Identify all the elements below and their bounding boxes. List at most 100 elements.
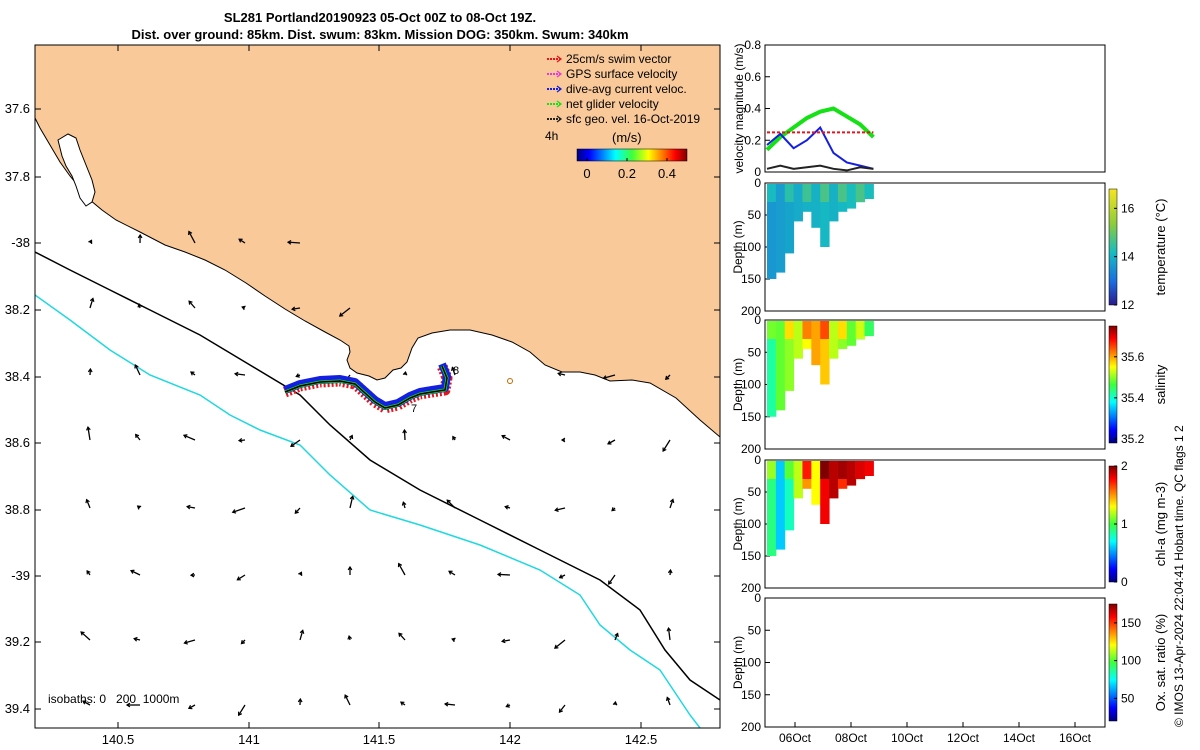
- legend-entry-label: dive-avg current veloc.: [566, 82, 687, 96]
- map-x-tick-label: 140.5: [102, 732, 135, 747]
- section-surface-layer: [802, 461, 812, 479]
- current-arrow: [448, 570, 456, 576]
- speed-colorbar-tick-label: 0.4: [658, 166, 676, 181]
- current-arrow: [136, 505, 142, 510]
- section-x-tick-label: 06Oct: [779, 731, 812, 745]
- current-arrow: [667, 568, 673, 576]
- section-colorbar-tick-label: 16: [1121, 201, 1135, 215]
- section-colorbar-tick-label: 35.2: [1121, 432, 1145, 446]
- section-colorbar-tick-label: 14: [1121, 250, 1135, 264]
- current-arrow: [602, 374, 616, 380]
- current-arrow: [290, 306, 301, 312]
- section-y-tick-label: 100: [741, 656, 761, 670]
- current-arrow: [666, 626, 672, 641]
- current-arrow: [86, 426, 91, 441]
- glider-path: [284, 365, 448, 409]
- section-colorbar-tick-label: 100: [1121, 654, 1141, 668]
- current-arrow: [298, 571, 303, 576]
- map-y-tick-label: 38.6: [5, 435, 30, 450]
- speed-colorbar: [576, 148, 688, 162]
- section-y-tick-label: 50: [748, 208, 762, 222]
- section-colorbar-tick-label: 50: [1121, 691, 1135, 705]
- current-arrow: [669, 498, 675, 509]
- current-arrow: [186, 504, 196, 510]
- legend-arrowhead: [556, 55, 563, 63]
- section-data-column: [775, 321, 786, 411]
- section-y-tick-label: 0: [754, 453, 761, 467]
- velocity-panel-frame: [764, 44, 1106, 173]
- section-data-column: [793, 184, 803, 222]
- map-y-tick-label: 39.2: [5, 634, 30, 649]
- map-y-tick-label: 38.8: [5, 502, 30, 517]
- legend-entry-label: net glider velocity: [566, 97, 659, 111]
- legend-entry-label: GPS surface velocity: [566, 67, 677, 81]
- current-arrow: [241, 305, 246, 311]
- map-y-tick-label: 37.6: [5, 101, 30, 116]
- salinity-panel: 0 50 100 150 200 Depth (m) 35.2 35.4 35.6 salinit…: [731, 313, 1168, 456]
- section-colorbar-label: chl-a (mg m-3): [1153, 482, 1168, 567]
- section-data-column: [784, 461, 795, 531]
- current-arrow: [80, 631, 91, 641]
- section-data-column: [811, 184, 821, 228]
- speed-colorbar-label: (m/s): [612, 130, 642, 145]
- map-x-tick-label: 142.5: [625, 732, 658, 747]
- section-data-column: [784, 184, 795, 254]
- velocity-y-tick-label: 0.2: [744, 133, 761, 147]
- isobath-note: isobaths: 0 200 1000m: [48, 692, 179, 706]
- current-arrow: [240, 639, 246, 645]
- section-surface-layer: [784, 184, 795, 202]
- section-colorbar: [1108, 603, 1118, 722]
- current-arrow: [188, 300, 196, 309]
- map-y-tick-label: -39: [11, 568, 30, 583]
- section-colorbar-tick-label: 2: [1121, 459, 1128, 473]
- velocity-series-line: [765, 106, 875, 152]
- current-arrow: [236, 574, 246, 581]
- section-y-tick-label: 150: [741, 688, 761, 702]
- current-arrow: [614, 632, 619, 641]
- legend-entry-label: 25cm/s swim vector: [566, 52, 671, 66]
- current-arrow: [125, 702, 140, 708]
- section-data-column: [784, 321, 795, 391]
- speed-colorbar-tick-label: 0: [583, 166, 590, 181]
- map-island: [57, 133, 96, 207]
- legend-arrowhead: [556, 100, 563, 108]
- current-arrow: [137, 233, 143, 244]
- section-x-tick-label: 16Oct: [1059, 731, 1092, 745]
- section-colorbar-tick-label: 35.6: [1121, 350, 1145, 364]
- current-arrow: [87, 367, 93, 376]
- map-x-tick-label: 141: [238, 732, 260, 747]
- section-y-tick-label: 150: [741, 410, 761, 424]
- section-ylabel: Depth (m): [731, 636, 745, 689]
- current-arrow: [344, 694, 351, 706]
- current-arrow: [297, 697, 303, 706]
- current-arrow: [134, 364, 141, 376]
- section-data-column: [775, 461, 786, 550]
- section-data-column: [820, 184, 830, 247]
- section-x-tick-label: 12Oct: [947, 731, 980, 745]
- current-arrow: [607, 439, 616, 445]
- section-data-column: [820, 321, 830, 385]
- section-x-tick-label: 08Oct: [835, 731, 868, 745]
- section-colorbar-tick-label: 1: [1121, 517, 1128, 531]
- section-y-tick-label: 0: [754, 313, 761, 327]
- current-arrow: [399, 701, 406, 706]
- legend-arrowhead: [556, 115, 563, 123]
- section-surface-layer: [855, 321, 866, 339]
- velocity-ylabel: velocity magnitude (m/s): [732, 43, 746, 173]
- current-arrow: [443, 701, 456, 707]
- current-arrow: [290, 439, 301, 447]
- velocity-series-line: [766, 125, 874, 170]
- section-surface-layer: [784, 321, 795, 339]
- map-y-tick-label: -38: [11, 235, 30, 250]
- map-x-tick-label: 141.5: [363, 732, 396, 747]
- section-y-tick-label: 100: [741, 240, 761, 254]
- current-arrow: [137, 302, 143, 309]
- section-x-tick-label: 14Oct: [1003, 731, 1036, 745]
- section-y-tick-label: 100: [741, 517, 761, 531]
- temperature-panel: 0 50 100 150 200 Depth (m) 12 14 16 temperature (…: [731, 176, 1168, 318]
- section-surface-layer: [837, 184, 848, 202]
- current-arrow: [348, 434, 354, 441]
- current-arrow: [231, 507, 246, 514]
